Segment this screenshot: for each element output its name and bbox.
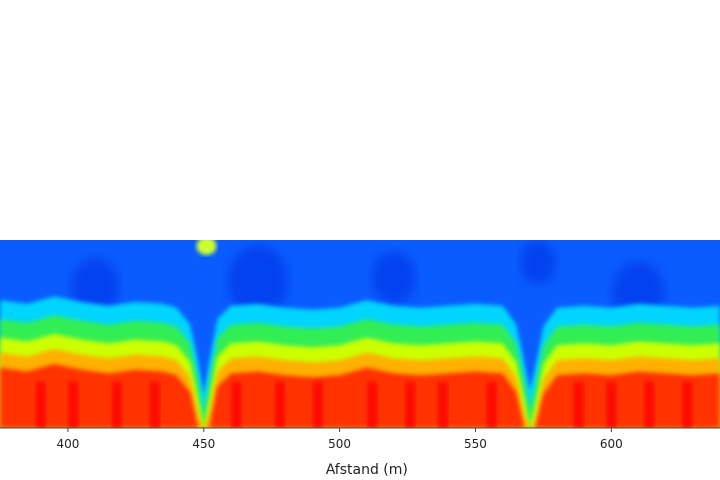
high-resistivity-streak bbox=[437, 382, 448, 428]
high-resistivity-streak bbox=[573, 382, 584, 428]
x-tick-label: 600 bbox=[600, 437, 623, 451]
x-tick-label: 500 bbox=[328, 437, 351, 451]
high-resistivity-streak bbox=[486, 382, 497, 428]
high-resistivity-streak bbox=[606, 382, 617, 428]
high-resistivity-streak bbox=[111, 382, 122, 428]
high-resistivity-streak bbox=[682, 382, 693, 428]
plot-area bbox=[0, 240, 720, 428]
high-resistivity-streak bbox=[312, 382, 323, 428]
x-tick-label: 400 bbox=[56, 437, 79, 451]
surface-anomaly bbox=[196, 240, 217, 255]
x-axis: 400 450 500 550 600 bbox=[0, 427, 720, 451]
high-resistivity-streak bbox=[367, 382, 378, 428]
x-tick-label: 450 bbox=[192, 437, 215, 451]
x-axis-title: Afstand (m) bbox=[326, 462, 408, 478]
high-resistivity-streak bbox=[644, 382, 655, 428]
high-resistivity-streak bbox=[149, 382, 160, 428]
low-resistivity-patch bbox=[519, 240, 556, 285]
high-resistivity-streak bbox=[405, 382, 416, 428]
red-layer bbox=[0, 364, 720, 428]
x-tick-label: 550 bbox=[464, 437, 487, 451]
low-resistivity-patch bbox=[71, 258, 120, 316]
high-resistivity-streak bbox=[68, 382, 79, 428]
low-resistivity-patch bbox=[228, 245, 289, 318]
low-resistivity-patch bbox=[371, 251, 416, 304]
high-resistivity-streak bbox=[274, 382, 285, 428]
high-resistivity-streak bbox=[35, 382, 46, 428]
high-resistivity-streak bbox=[231, 382, 242, 428]
